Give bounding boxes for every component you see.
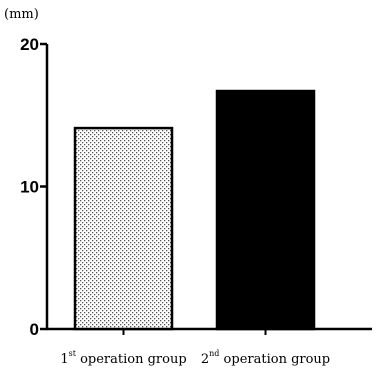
bar-2 xyxy=(215,89,316,331)
y-tick-label: 0 xyxy=(30,320,39,339)
axes: 0 10 20 xyxy=(20,35,372,339)
y-tick-label: 20 xyxy=(20,35,39,54)
x-axis-labels: 1st operation group 2nd operation group xyxy=(60,349,330,367)
bar-1 xyxy=(73,126,174,331)
x-category-label-2: 2nd operation group xyxy=(201,349,330,367)
x-category-label-1: 1st operation group xyxy=(60,349,186,367)
y-tick-label: 10 xyxy=(20,178,39,197)
y-axis-unit-label: (mm) xyxy=(4,7,39,22)
bars xyxy=(73,89,316,331)
